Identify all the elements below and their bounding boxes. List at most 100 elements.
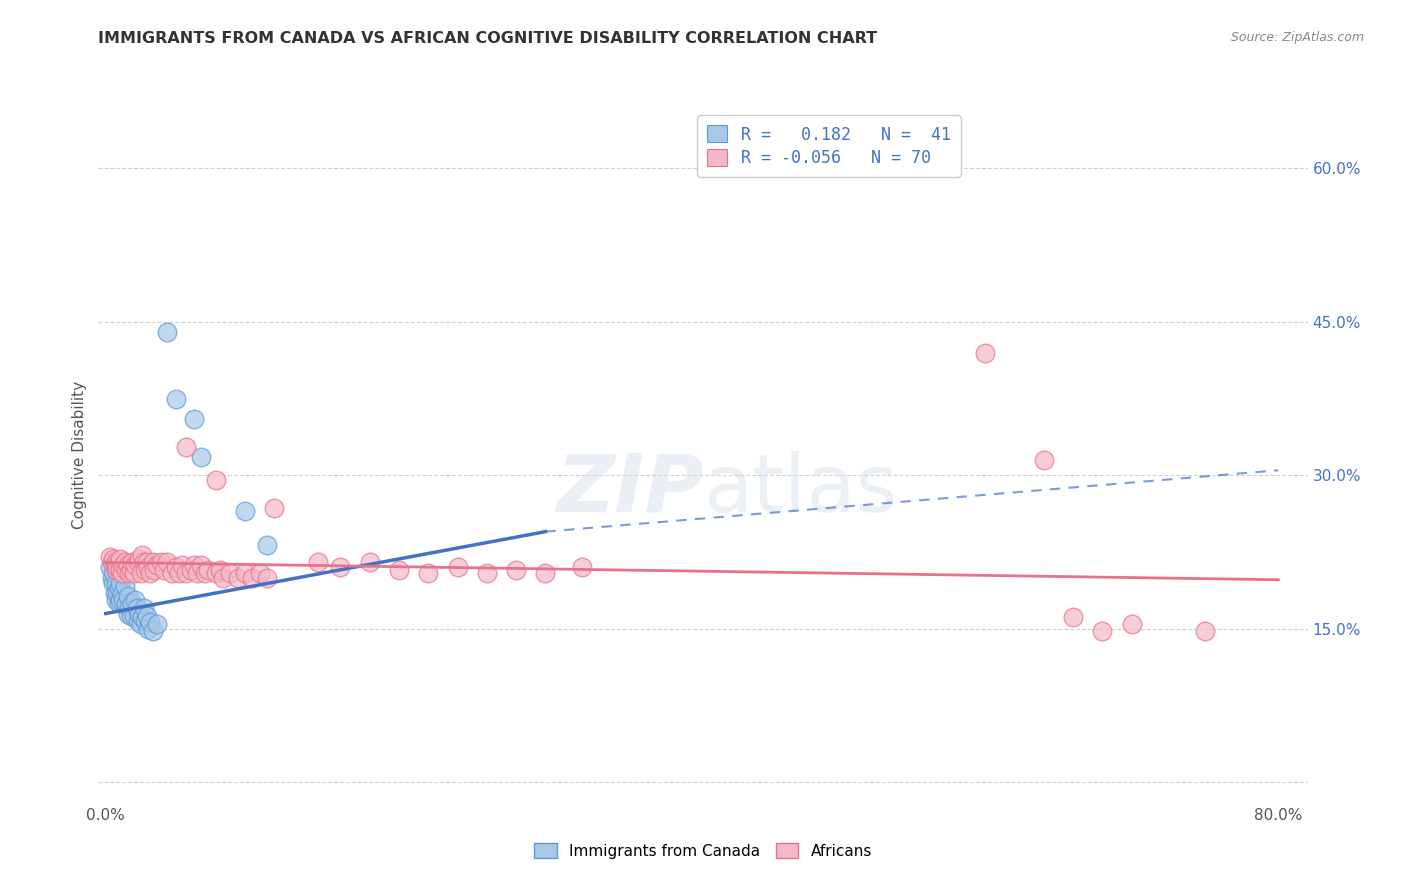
Point <box>165 560 187 574</box>
Point <box>194 566 217 580</box>
Point <box>212 571 235 585</box>
Point <box>156 555 179 569</box>
Point <box>1091 624 1114 638</box>
Point <box>307 555 329 569</box>
Legend: Immigrants from Canada, Africans: Immigrants from Canada, Africans <box>527 837 879 864</box>
Point <box>131 548 153 562</box>
Point <box>186 566 208 580</box>
Point <box>170 558 193 573</box>
Point <box>142 555 165 569</box>
Point <box>176 440 198 454</box>
Point <box>110 575 132 590</box>
Point <box>263 501 285 516</box>
Point <box>190 558 212 573</box>
Point <box>120 562 142 576</box>
Point <box>108 581 131 595</box>
Point <box>105 562 128 576</box>
Point <box>233 566 256 580</box>
Point <box>146 558 169 573</box>
Point <box>1121 616 1143 631</box>
Point <box>110 562 132 576</box>
Point <box>134 562 156 576</box>
Point <box>156 325 179 339</box>
Point <box>160 566 183 580</box>
Point <box>105 555 128 569</box>
Point <box>118 566 141 580</box>
Point <box>226 571 249 585</box>
Point <box>974 345 997 359</box>
Point <box>359 555 381 569</box>
Point <box>167 566 190 580</box>
Point <box>165 392 187 406</box>
Point <box>100 571 122 585</box>
Point <box>183 412 205 426</box>
Point <box>122 608 145 623</box>
Y-axis label: Cognitive Disability: Cognitive Disability <box>72 381 87 529</box>
Point <box>111 566 134 580</box>
Point <box>150 555 173 569</box>
Point <box>108 596 131 610</box>
Point <box>134 614 156 628</box>
Point <box>117 558 139 573</box>
Point <box>240 571 263 585</box>
Text: IMMIGRANTS FROM CANADA VS AFRICAN COGNITIVE DISABILITY CORRELATION CHART: IMMIGRANTS FROM CANADA VS AFRICAN COGNIT… <box>98 31 877 46</box>
Point <box>475 566 498 580</box>
Point <box>1194 624 1216 638</box>
Point <box>256 571 278 585</box>
Point <box>121 596 143 610</box>
Point <box>101 566 124 580</box>
Point <box>204 474 226 488</box>
Point <box>329 560 352 574</box>
Point <box>136 622 159 636</box>
Point <box>446 560 468 574</box>
Point <box>124 593 146 607</box>
Point <box>136 560 159 574</box>
Point <box>1032 453 1054 467</box>
Point <box>124 558 146 573</box>
Point <box>112 558 135 573</box>
Point <box>249 566 271 580</box>
Text: atlas: atlas <box>703 450 897 529</box>
Point <box>121 555 143 569</box>
Point <box>129 566 152 580</box>
Point <box>115 596 138 610</box>
Point <box>114 579 136 593</box>
Point <box>233 504 256 518</box>
Point <box>120 608 142 623</box>
Point <box>256 538 278 552</box>
Point <box>131 609 153 624</box>
Point <box>122 566 145 580</box>
Point <box>418 566 440 580</box>
Text: ZIP: ZIP <box>555 450 703 529</box>
Point <box>135 608 157 623</box>
Point <box>132 601 155 615</box>
Point <box>98 560 121 574</box>
Point <box>98 550 121 565</box>
Point <box>127 555 149 569</box>
Point <box>112 593 135 607</box>
Point <box>388 562 411 576</box>
Point <box>128 552 150 566</box>
Point <box>107 586 129 600</box>
Point <box>105 593 128 607</box>
Point <box>108 555 131 569</box>
Point <box>110 552 132 566</box>
Point <box>100 555 122 569</box>
Point <box>115 562 138 576</box>
Point <box>117 589 139 603</box>
Point <box>114 555 136 569</box>
Point <box>110 593 132 607</box>
Point <box>176 566 198 580</box>
Text: Source: ZipAtlas.com: Source: ZipAtlas.com <box>1230 31 1364 45</box>
Point <box>118 601 141 615</box>
Point <box>183 558 205 573</box>
Point <box>101 552 124 566</box>
Point <box>135 555 157 569</box>
Point <box>197 562 219 576</box>
Point <box>101 575 124 590</box>
Point <box>129 616 152 631</box>
Point <box>117 607 139 621</box>
Point <box>138 615 160 629</box>
Point <box>103 586 125 600</box>
Point <box>132 555 155 569</box>
